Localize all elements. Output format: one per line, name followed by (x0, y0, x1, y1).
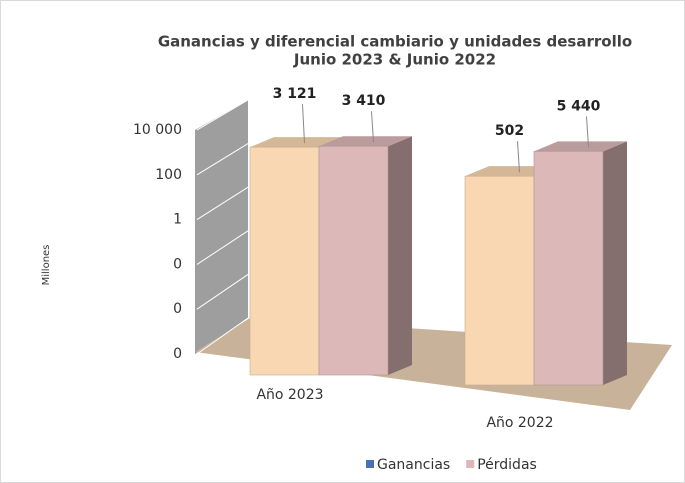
leader-line (517, 141, 520, 173)
y-tick-label: 0 (173, 256, 182, 272)
bar-side (603, 141, 627, 385)
y-axis-label: Millones (41, 245, 52, 286)
bar (464, 175, 535, 386)
grid-line (196, 317, 249, 355)
bar (249, 146, 320, 376)
bar-side (388, 136, 412, 375)
grid-line (196, 186, 249, 221)
grid-line (196, 99, 249, 131)
grid-line (196, 230, 249, 265)
value-label: 5 440 (557, 98, 601, 114)
bar-top (250, 137, 343, 148)
legend-marker (366, 460, 374, 468)
legend-label: Ganancias (377, 457, 450, 473)
leader-line (302, 104, 305, 144)
value-label: 502 (495, 123, 524, 139)
side-wall (195, 100, 248, 354)
value-label: 3 410 (342, 93, 386, 109)
y-tick-label: 10 000 (133, 122, 182, 138)
y-tick-label: 0 (173, 346, 182, 362)
bar (318, 145, 389, 376)
value-label: 3 121 (273, 86, 317, 102)
bar-top (534, 141, 627, 152)
grid-line (196, 273, 249, 310)
legend-label: Pérdidas (477, 457, 537, 473)
y-tick-label: 100 (155, 167, 182, 183)
x-tick-label: Año 2023 (256, 387, 323, 403)
leader-line (371, 111, 374, 143)
chart-title: Ganancias y diferencial cambiario y unid… (158, 33, 632, 51)
bar (533, 151, 604, 386)
legend-marker (466, 460, 475, 468)
x-tick-label: Año 2022 (486, 415, 553, 431)
chart-subtitle: Junio 2023 & Junio 2022 (293, 51, 496, 69)
y-tick-label: 1 (173, 212, 182, 228)
y-tick-label: 0 (173, 301, 182, 317)
leader-line (586, 116, 589, 148)
bar-top (319, 136, 412, 147)
grid-line (196, 143, 249, 176)
